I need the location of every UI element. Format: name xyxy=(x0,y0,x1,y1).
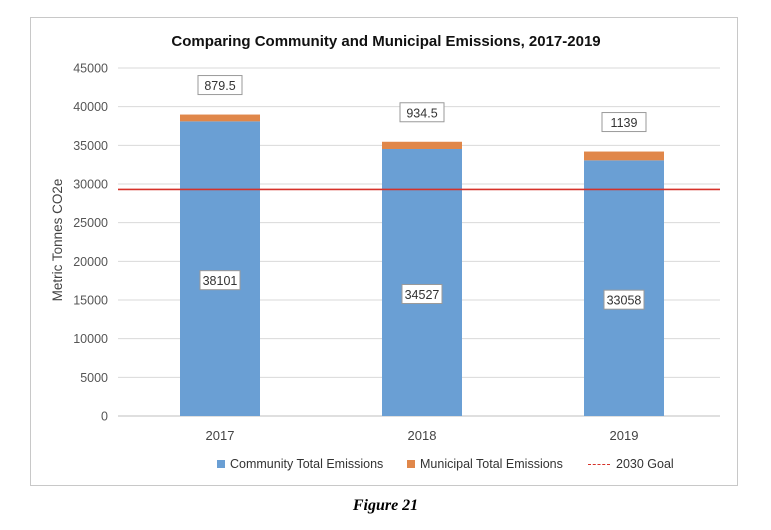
data-label-community: 34527 xyxy=(405,288,440,302)
legend-label-community: Community Total Emissions xyxy=(230,457,384,471)
legend-swatch-community xyxy=(217,460,225,468)
y-tick-label: 20000 xyxy=(73,255,108,269)
y-tick-label: 35000 xyxy=(73,139,108,153)
data-label-municipal: 879.5 xyxy=(204,79,235,93)
legend-swatch-municipal xyxy=(407,460,415,468)
figure-caption: Figure 21 xyxy=(352,497,419,514)
bar-community-2017 xyxy=(180,121,260,416)
data-label-box xyxy=(399,102,445,123)
y-tick-label: 30000 xyxy=(73,178,108,192)
y-tick-label: 40000 xyxy=(73,100,108,114)
legend-item-community: Community Total Emissions xyxy=(217,457,383,471)
y-tick-labels: 0 5000 10000 15000 20000 25000 30000 35000 40000… xyxy=(73,62,108,424)
bar-municipal-2019 xyxy=(584,151,664,161)
data-label-box xyxy=(197,75,243,96)
y-tick-label: 15000 xyxy=(73,294,108,308)
data-label-community: 33058 xyxy=(607,294,642,308)
bar-municipal-2018 xyxy=(382,141,462,149)
x-tick-labels: 2017 2018 2019 xyxy=(206,428,639,443)
y-axis-label: Metric Tonnes CO2e xyxy=(50,179,65,302)
y-tick-label: 45000 xyxy=(73,62,108,76)
data-label-community: 38101 xyxy=(203,274,238,288)
chart-title: Comparing Community and Municipal Emissi… xyxy=(171,33,600,50)
data-label-box xyxy=(603,289,645,310)
bar-community-2019 xyxy=(584,160,664,416)
data-label-box xyxy=(401,283,443,304)
data-label-municipal: 934.5 xyxy=(406,106,437,120)
legend-label-municipal: Municipal Total Emissions xyxy=(420,457,563,471)
y-tick-label: 25000 xyxy=(73,216,108,230)
legend-item-municipal: Municipal Total Emissions xyxy=(407,457,563,471)
y-tick-label: 0 xyxy=(101,410,108,424)
legend-swatch-goal xyxy=(588,463,610,465)
data-label-municipal: 1139 xyxy=(611,116,638,130)
data-labels: 38101 879.5 34527 934.5 33058 1139 xyxy=(197,75,647,310)
legend-label-goal: 2030 Goal xyxy=(616,457,674,471)
data-label-box xyxy=(601,112,647,133)
bars xyxy=(180,114,664,416)
x-tick-label: 2019 xyxy=(610,428,639,443)
legend-item-goal: 2030 Goal xyxy=(588,457,674,471)
data-label-box xyxy=(199,270,241,291)
y-tick-label: 5000 xyxy=(80,371,108,385)
bar-municipal-2017 xyxy=(180,114,260,122)
x-tick-label: 2018 xyxy=(408,428,437,443)
y-tick-label: 10000 xyxy=(73,332,108,346)
x-tick-label: 2017 xyxy=(206,428,235,443)
bar-community-2018 xyxy=(382,148,462,416)
